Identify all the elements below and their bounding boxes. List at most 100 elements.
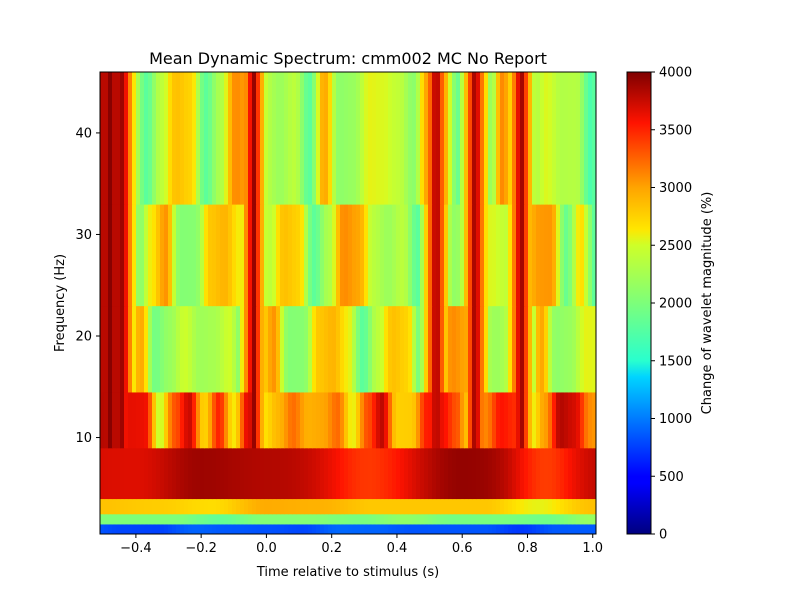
heatmap-cell <box>340 72 345 205</box>
heatmap-cell <box>328 72 333 205</box>
heatmap-cell <box>152 498 157 515</box>
heatmap-cell <box>592 305 596 393</box>
heatmap-cell <box>132 523 137 534</box>
heatmap-cell <box>516 498 521 515</box>
heatmap-cell <box>272 523 277 534</box>
heatmap-cell <box>200 447 205 500</box>
heatmap-cell <box>420 305 425 393</box>
heatmap-cell <box>572 204 577 307</box>
heatmap-cell <box>192 204 197 307</box>
heatmap-cell <box>388 305 393 393</box>
heatmap-cell <box>564 391 569 449</box>
heatmap-cell <box>492 513 497 525</box>
heatmap-cell <box>224 498 229 515</box>
heatmap-cell <box>160 204 165 307</box>
heatmap-cell <box>428 447 433 500</box>
heatmap-cell <box>468 305 473 393</box>
heatmap-cell <box>476 513 481 525</box>
x-tick-label: 0.8 <box>517 541 538 556</box>
heatmap-cell <box>140 204 145 307</box>
heatmap-cell <box>164 204 169 307</box>
heatmap-cell <box>124 447 129 500</box>
heatmap-cell <box>372 523 377 534</box>
heatmap-cell <box>504 305 509 393</box>
heatmap-cell <box>448 447 453 500</box>
heatmap-cell <box>104 391 109 449</box>
heatmap-cell <box>116 305 121 393</box>
heatmap-cell <box>144 305 149 393</box>
heatmap-cell <box>244 391 249 449</box>
heatmap-cell <box>252 204 257 307</box>
heatmap-cell <box>104 447 109 500</box>
heatmap-cell <box>520 498 525 515</box>
heatmap-cell <box>132 204 137 307</box>
heatmap-cell <box>316 498 321 515</box>
heatmap-cell <box>540 391 545 449</box>
heatmap-cell <box>372 513 377 525</box>
heatmap-cell <box>300 305 305 393</box>
heatmap-cell <box>212 204 217 307</box>
heatmap-cell <box>136 391 141 449</box>
heatmap-cell <box>564 513 569 525</box>
heatmap-cell <box>284 523 289 534</box>
heatmap-cell <box>564 204 569 307</box>
heatmap-cell <box>236 498 241 515</box>
heatmap-cell <box>588 498 593 515</box>
heatmap-cell <box>584 513 589 525</box>
heatmap-cell <box>140 523 145 534</box>
heatmap-cell <box>552 72 557 205</box>
heatmap-cell <box>336 204 341 307</box>
heatmap-cell <box>348 305 353 393</box>
heatmap-cell <box>212 305 217 393</box>
heatmap-cell <box>232 305 237 393</box>
heatmap-cell <box>152 523 157 534</box>
heatmap-cell <box>480 391 485 449</box>
heatmap-cell <box>396 72 401 205</box>
heatmap-cell <box>392 204 397 307</box>
heatmap-cell <box>340 305 345 393</box>
heatmap-cell <box>524 447 529 500</box>
heatmap-cell <box>332 391 337 449</box>
heatmap-cell <box>520 447 525 500</box>
heatmap-cell <box>416 204 421 307</box>
heatmap-cell <box>108 391 113 449</box>
y-axis-label: Frequency (Hz) <box>53 254 68 352</box>
heatmap-cell <box>572 447 577 500</box>
heatmap-cell <box>144 513 149 525</box>
heatmap-cell <box>100 391 105 449</box>
heatmap-cell <box>584 498 589 515</box>
heatmap-cell <box>228 513 233 525</box>
heatmap-cell <box>360 498 365 515</box>
heatmap-cell <box>344 523 349 534</box>
heatmap-cell <box>360 72 365 205</box>
heatmap-cell <box>216 513 221 525</box>
heatmap-cell <box>184 391 189 449</box>
heatmap-cell <box>396 513 401 525</box>
heatmap-cell <box>248 204 253 307</box>
heatmap-cell <box>376 72 381 205</box>
heatmap-cell <box>352 305 357 393</box>
heatmap-cell <box>232 204 237 307</box>
heatmap-cell <box>172 391 177 449</box>
heatmap-cell <box>224 391 229 449</box>
heatmap-cell <box>592 391 596 449</box>
heatmap-cell <box>268 513 273 525</box>
heatmap-cell <box>180 513 185 525</box>
heatmap-cell <box>316 391 321 449</box>
heatmap-cell <box>288 305 293 393</box>
y-tick-label: 30 <box>75 228 92 243</box>
heatmap-cell <box>508 447 513 500</box>
heatmap-cell <box>420 447 425 500</box>
heatmap-cell <box>424 513 429 525</box>
heatmap-cell <box>228 523 233 534</box>
heatmap-cell <box>168 513 173 525</box>
heatmap-cell <box>408 72 413 205</box>
heatmap-cell <box>316 204 321 307</box>
heatmap-cell <box>148 305 153 393</box>
heatmap-cell <box>172 498 177 515</box>
heatmap-cell <box>584 391 589 449</box>
heatmap-cell <box>484 305 489 393</box>
heatmap-cell <box>288 523 293 534</box>
heatmap-cell <box>260 498 265 515</box>
heatmap-cell <box>128 391 133 449</box>
